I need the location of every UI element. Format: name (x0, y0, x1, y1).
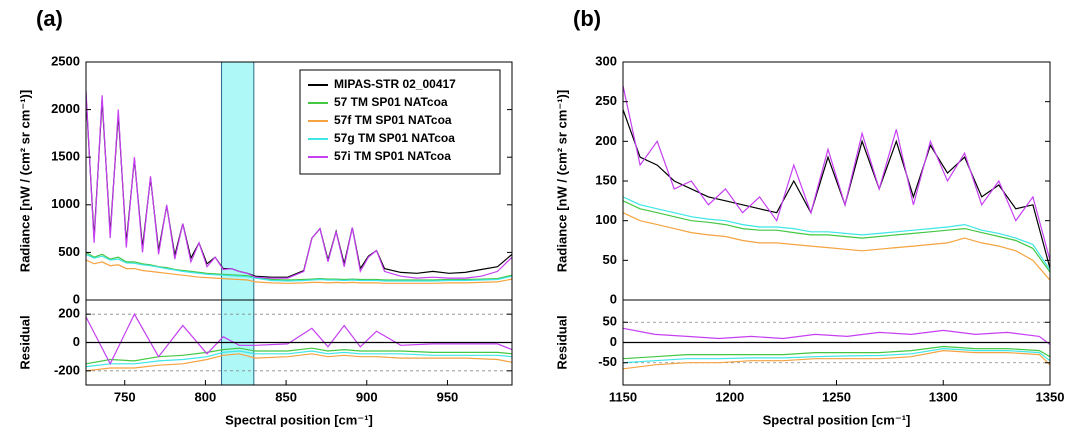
x-tick-label: 850 (275, 389, 297, 404)
y-tick-label: 50 (603, 252, 617, 267)
x-tick-label: 1200 (715, 389, 744, 404)
y-tick-label: 150 (595, 172, 617, 187)
series-line (86, 312, 512, 366)
x-tick-label: 1250 (822, 389, 851, 404)
y-tick-label: 0 (73, 291, 80, 306)
series-line (623, 349, 1050, 370)
y-tick-label: 0 (610, 334, 617, 349)
series-line (623, 196, 1050, 271)
y-axis-label: Radiance [nW / (cm² sr cm⁻¹)] (554, 90, 569, 272)
plot-lines (623, 85, 1050, 281)
y-tick-label: 200 (595, 133, 617, 148)
x-tick-label: 1150 (609, 389, 637, 404)
plot-lines (86, 90, 512, 284)
y-axis-label: Residual (17, 315, 32, 369)
x-tick-label: 800 (195, 389, 217, 404)
x-tick-label: 900 (356, 389, 378, 404)
series-line (623, 345, 1050, 360)
y-tick-label: 2500 (51, 53, 80, 68)
plot-lines (623, 327, 1050, 370)
y-tick-label: 300 (595, 53, 617, 68)
legend-box (299, 69, 501, 175)
highlight-band (221, 61, 255, 301)
series-line (86, 253, 512, 282)
series-line (623, 109, 1050, 269)
series-line (86, 353, 512, 372)
series-line (86, 350, 512, 368)
legend-label: MIPAS-STR 02_00417 (334, 77, 456, 91)
y-axis-label: Residual (554, 315, 569, 369)
series-line (623, 212, 1050, 281)
y-tick-label: 2000 (51, 101, 80, 116)
series-line (623, 347, 1050, 364)
y-tick-label: 100 (595, 212, 617, 227)
x-axis-label: Spectral position [cm⁻¹] (763, 412, 911, 427)
legend-label: 57i TM SP01 NATcoa (334, 149, 451, 163)
series-line (623, 200, 1050, 273)
plot-lines (86, 312, 512, 372)
legend-label: 57g TM SP01 NATcoa (334, 131, 455, 145)
y-tick-label: 1500 (51, 149, 80, 164)
y-tick-label: 500 (58, 244, 80, 259)
series-line (623, 85, 1050, 261)
legend-label: 57f TM SP01 NATcoa (334, 113, 452, 127)
panel-label: (a) (36, 6, 63, 31)
x-tick-label: 950 (437, 389, 459, 404)
x-tick-label: 750 (114, 389, 136, 404)
y-tick-label: -200 (54, 362, 80, 377)
series-line (86, 90, 512, 279)
y-tick-label: 0 (610, 291, 617, 306)
y-tick-label: 0 (73, 334, 80, 349)
x-tick-label: 1350 (1036, 389, 1065, 404)
y-tick-label: 1000 (51, 196, 80, 211)
y-tick-label: 200 (58, 306, 80, 321)
y-tick-label: -50 (598, 354, 617, 369)
y-tick-label: 50 (603, 314, 617, 329)
series-line (623, 327, 1050, 345)
x-axis-label: Spectral position [cm⁻¹] (225, 412, 373, 427)
series-line (86, 259, 512, 284)
y-axis-label: Radiance [nW / (cm² sr cm⁻¹)] (17, 90, 32, 272)
panel-label: (b) (573, 6, 601, 31)
legend-label: 57 TM SP01 NATcoa (334, 95, 448, 109)
x-tick-label: 1300 (929, 389, 958, 404)
series-line (86, 347, 512, 365)
y-tick-label: 250 (595, 93, 617, 108)
